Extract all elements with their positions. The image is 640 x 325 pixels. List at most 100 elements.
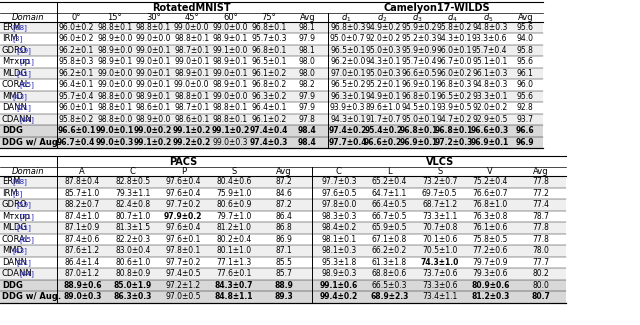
- Text: 94.3±0.1: 94.3±0.1: [365, 58, 401, 67]
- Text: 73.7±0.6: 73.7±0.6: [422, 269, 458, 279]
- Text: 98.9±0.3: 98.9±0.3: [321, 269, 356, 279]
- Text: 99.0±0.2: 99.0±0.2: [134, 126, 172, 136]
- Text: 73.3±1.1: 73.3±1.1: [422, 212, 458, 221]
- Text: Mᴛxup: Mᴛxup: [2, 58, 30, 67]
- Text: 87.6±1.2: 87.6±1.2: [65, 246, 100, 255]
- Text: 96.8±0.1: 96.8±0.1: [399, 126, 438, 136]
- Text: 97.4±0.5: 97.4±0.5: [166, 269, 201, 279]
- Text: 96.9±0.1: 96.9±0.1: [399, 138, 438, 147]
- Text: 96.4±0.1: 96.4±0.1: [251, 103, 287, 112]
- Text: 92.0±0.2: 92.0±0.2: [365, 34, 401, 44]
- Text: 87.0±1.2: 87.0±1.2: [65, 269, 100, 279]
- Text: 88.9±0.6: 88.9±0.6: [63, 281, 102, 290]
- Text: 86.8: 86.8: [276, 224, 292, 232]
- Text: 80.7: 80.7: [531, 292, 550, 302]
- Text: 80.2±0.4: 80.2±0.4: [216, 235, 252, 244]
- Text: A: A: [79, 167, 85, 176]
- Text: 65.9±0.5: 65.9±0.5: [371, 224, 407, 232]
- Text: 96.5±0.1: 96.5±0.1: [251, 58, 287, 67]
- Text: 98.0: 98.0: [299, 58, 316, 67]
- Text: 99.0±0.1: 99.0±0.1: [136, 69, 171, 78]
- Text: 61.3±1.8: 61.3±1.8: [372, 258, 407, 267]
- Text: 86.3±0.3: 86.3±0.3: [113, 292, 152, 302]
- Text: 74.3±1.0: 74.3±1.0: [420, 258, 459, 267]
- Text: 95.2±0.3: 95.2±0.3: [401, 34, 436, 44]
- Text: 98.8±0.0: 98.8±0.0: [97, 92, 132, 101]
- Text: 98.9±0.0: 98.9±0.0: [97, 46, 132, 55]
- Text: 96.8±0.1: 96.8±0.1: [435, 126, 474, 136]
- Text: C: C: [130, 167, 136, 176]
- Text: 96.6±0.5: 96.6±0.5: [401, 69, 436, 78]
- Text: 97.4±0.2: 97.4±0.2: [328, 126, 367, 136]
- Text: 95.6: 95.6: [516, 23, 534, 32]
- Text: $d_{3}$: $d_{3}$: [412, 11, 422, 24]
- Text: 95.6: 95.6: [516, 92, 534, 101]
- Text: MMD: MMD: [2, 246, 23, 255]
- Bar: [0, 188, 566, 199]
- Text: 64.7±1.1: 64.7±1.1: [372, 189, 407, 198]
- Text: ERM: ERM: [2, 177, 20, 187]
- Text: 97.8: 97.8: [299, 115, 316, 124]
- Text: 94.9±0.1: 94.9±0.1: [365, 92, 401, 101]
- Text: DDG: DDG: [2, 281, 23, 290]
- Text: VLCS: VLCS: [426, 157, 454, 167]
- Text: 89.0±0.3: 89.0±0.3: [63, 292, 101, 302]
- Text: 85.7±1.0: 85.7±1.0: [65, 189, 100, 198]
- Text: [43]: [43]: [13, 93, 28, 100]
- Text: 96.9±0.1: 96.9±0.1: [401, 81, 436, 89]
- Text: 94.3±0.1: 94.3±0.1: [330, 115, 365, 124]
- Bar: [0, 176, 566, 188]
- Bar: [0, 125, 543, 136]
- Text: 98.8±0.0: 98.8±0.0: [97, 115, 132, 124]
- Text: [43]: [43]: [13, 248, 28, 254]
- Text: 86.4±1.4: 86.4±1.4: [65, 258, 100, 267]
- Text: 79.7±0.9: 79.7±0.9: [472, 258, 508, 267]
- Text: 92.0±0.2: 92.0±0.2: [472, 103, 508, 112]
- Text: 77.8: 77.8: [532, 177, 549, 187]
- Text: ERM: ERM: [2, 23, 20, 32]
- Text: 96.9±0.1: 96.9±0.1: [470, 138, 509, 147]
- Text: 81.3±1.5: 81.3±1.5: [115, 224, 150, 232]
- Text: Avg: Avg: [276, 167, 292, 176]
- Text: 96.0±0.2: 96.0±0.2: [436, 69, 472, 78]
- Text: 98.9±0.1: 98.9±0.1: [212, 34, 248, 44]
- Text: 0°: 0°: [72, 13, 81, 22]
- Text: 92.8: 92.8: [517, 103, 534, 112]
- Text: 75.8±0.5: 75.8±0.5: [472, 235, 508, 244]
- Text: 73.4±1.1: 73.4±1.1: [422, 292, 458, 302]
- Text: 77.6±0.1: 77.6±0.1: [216, 269, 252, 279]
- Text: 86.4: 86.4: [276, 212, 292, 221]
- Text: 97.9: 97.9: [299, 34, 316, 44]
- Text: 80.1±1.0: 80.1±1.0: [216, 246, 252, 255]
- Bar: [0, 211, 566, 222]
- Bar: [0, 256, 566, 268]
- Text: 15°: 15°: [108, 13, 122, 22]
- Text: 95.1±0.1: 95.1±0.1: [472, 58, 508, 67]
- Text: 87.4±1.0: 87.4±1.0: [65, 212, 100, 221]
- Text: 66.4±0.5: 66.4±0.5: [371, 201, 407, 210]
- Text: 98.8±0.1: 98.8±0.1: [212, 115, 248, 124]
- Bar: [0, 79, 543, 90]
- Text: GDRO: GDRO: [2, 46, 28, 55]
- Text: 45°: 45°: [184, 13, 199, 22]
- Text: 66.5±0.3: 66.5±0.3: [371, 281, 407, 290]
- Text: Avg: Avg: [533, 167, 548, 176]
- Text: 97.7±0.2: 97.7±0.2: [166, 258, 201, 267]
- Text: 97.0±0.1: 97.0±0.1: [330, 69, 365, 78]
- Text: 75°: 75°: [261, 13, 276, 22]
- Text: 98.2: 98.2: [299, 81, 316, 89]
- Text: [44]: [44]: [20, 271, 35, 277]
- Text: [68]: [68]: [13, 179, 28, 185]
- Text: 76.3±0.8: 76.3±0.8: [472, 212, 508, 221]
- Text: 96.5±0.1: 96.5±0.1: [330, 46, 365, 55]
- Text: 99.0±0.1: 99.0±0.1: [95, 126, 134, 136]
- Text: 87.2: 87.2: [276, 177, 292, 187]
- Text: 93.3±0.6: 93.3±0.6: [472, 34, 508, 44]
- Text: 95.8±0.3: 95.8±0.3: [59, 58, 94, 67]
- Text: [3]: [3]: [13, 36, 23, 42]
- Text: [71]: [71]: [20, 213, 35, 220]
- Text: 99.1±0.0: 99.1±0.0: [212, 46, 248, 55]
- Text: Camelyon17-WILDS: Camelyon17-WILDS: [383, 3, 490, 13]
- Text: MLDG: MLDG: [2, 69, 27, 78]
- Text: [21]: [21]: [16, 105, 31, 111]
